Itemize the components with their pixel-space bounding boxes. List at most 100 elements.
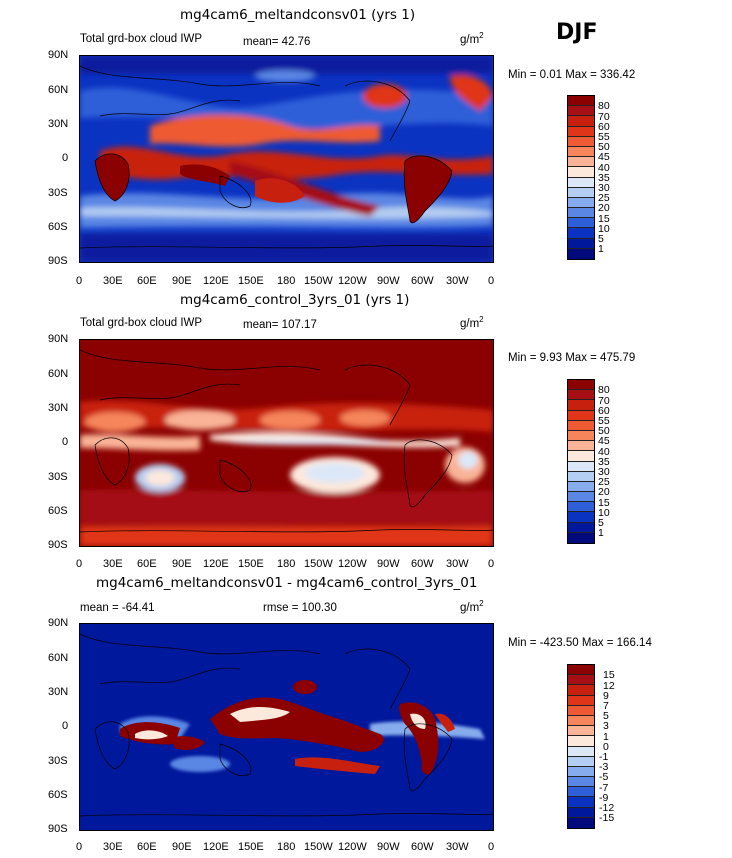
panel3-stats: Min = -423.50 Max = 166.14 — [508, 637, 652, 649]
panel1-title: mg4cam6_meltandconsv01 (yrs 1) — [180, 7, 416, 23]
cbar1-label: 30 — [598, 182, 610, 194]
lon-tick: 0 — [488, 841, 495, 853]
panel3-colorbar — [567, 664, 595, 829]
cbar1-label: 60 — [598, 121, 610, 133]
cbar3-label: -12 — [599, 802, 615, 814]
cbar2-label: 25 — [598, 476, 610, 488]
lon-tick: 180 — [277, 558, 296, 570]
cbar2-label: 80 — [598, 384, 610, 396]
cbar2-label: 30 — [598, 466, 610, 478]
panel1-map — [79, 55, 494, 263]
lat-tick: 90S — [48, 255, 68, 267]
cbar2-label: 50 — [598, 425, 610, 437]
lat-tick: 30N — [48, 686, 69, 698]
panel2-map — [79, 339, 494, 547]
cbar3-label: 15 — [603, 669, 615, 681]
lon-tick: 150E — [238, 841, 264, 853]
cbar2-label: 10 — [598, 507, 610, 519]
lon-tick: 120W — [338, 841, 367, 853]
panel1-variable-label: Total grd-box cloud IWP — [80, 33, 203, 45]
cbar2-label: 55 — [598, 415, 610, 427]
cbar2-label: 60 — [598, 405, 610, 417]
lat-tick: 30S — [48, 755, 68, 767]
lon-tick: 0 — [76, 558, 83, 570]
lat-tick: 60N — [48, 368, 69, 380]
panel2-map-field — [80, 340, 493, 546]
cbar3-label: -5 — [599, 771, 609, 783]
panel1-mean: mean= 42.76 — [243, 36, 311, 48]
cbar3-label: 7 — [603, 700, 609, 712]
lat-tick: 60S — [48, 789, 68, 801]
panel1-units: g/m2 — [460, 31, 484, 46]
cbar1-label: 70 — [598, 111, 610, 123]
cbar3-label: 5 — [603, 710, 609, 722]
cbar3-label: -9 — [599, 792, 609, 804]
lat-tick: 90N — [48, 617, 69, 629]
cbar3-label: 12 — [603, 680, 615, 692]
lon-tick: 60W — [411, 841, 434, 853]
lon-tick: 90E — [172, 841, 192, 853]
cbar2-label: 20 — [598, 486, 610, 498]
cbar1-label: 15 — [598, 213, 610, 225]
panel3-map-field — [80, 624, 493, 830]
season-label: DJF — [556, 20, 598, 45]
lon-tick: 30E — [103, 558, 123, 570]
cbar2-label: 70 — [598, 395, 610, 407]
lat-tick: 90N — [48, 333, 69, 345]
cbar3-label: 3 — [603, 720, 609, 732]
cbar2-label: 1 — [598, 527, 604, 539]
lat-tick: 30N — [48, 402, 69, 414]
lat-tick: 60S — [48, 505, 68, 517]
lat-tick: 30S — [48, 471, 68, 483]
panel2-variable-label: Total grd-box cloud IWP — [80, 317, 203, 329]
lat-tick: 60S — [48, 221, 68, 233]
lon-tick: 60W — [411, 275, 434, 287]
panel3-title: mg4cam6_meltandconsv01 - mg4cam6_control… — [96, 575, 478, 591]
cbar2-label: 15 — [598, 497, 610, 509]
lon-tick: 0 — [488, 275, 495, 287]
lon-tick: 120W — [338, 558, 367, 570]
cbar3-label: 0 — [603, 741, 609, 753]
cbar1-label: 20 — [598, 202, 610, 214]
lon-tick: 120E — [203, 275, 229, 287]
lon-tick: 60W — [411, 558, 434, 570]
lat-tick: 30N — [48, 118, 69, 130]
cbar1-label: 55 — [598, 131, 610, 143]
lon-tick: 0 — [488, 558, 495, 570]
cbar3-label: -7 — [599, 782, 609, 794]
panel2-units: g/m2 — [460, 315, 484, 330]
cbar3-label: 1 — [603, 731, 609, 743]
cbar3-label: -3 — [599, 761, 609, 773]
cbar1-label: 1 — [598, 243, 604, 255]
lon-tick: 60E — [137, 558, 157, 570]
lon-tick: 180 — [277, 841, 296, 853]
lon-tick: 90E — [172, 275, 192, 287]
lon-tick: 60E — [137, 275, 157, 287]
panel3-rmse: rmse = 100.30 — [263, 602, 337, 614]
panel2-colorbar — [567, 379, 595, 544]
panel2-stats: Min = 9.93 Max = 475.79 — [508, 352, 636, 364]
lon-tick: 30E — [103, 841, 123, 853]
panel1-stats: Min = 0.01 Max = 336.42 — [508, 69, 636, 81]
cbar1-label: 50 — [598, 141, 610, 153]
panel3-mean: mean = -64.41 — [80, 602, 155, 614]
cbar3-label: -1 — [599, 751, 609, 763]
panel1-colorbar — [567, 95, 595, 260]
lon-tick: 120W — [338, 275, 367, 287]
panel1-map-field — [80, 56, 493, 262]
lon-tick: 120E — [203, 558, 229, 570]
lon-tick: 30W — [446, 841, 469, 853]
lat-tick: 90S — [48, 539, 68, 551]
lon-tick: 90W — [377, 841, 400, 853]
lon-tick: 90E — [172, 558, 192, 570]
cbar1-label: 10 — [598, 223, 610, 235]
lat-tick: 60N — [48, 652, 69, 664]
panel2-title: mg4cam6_control_3yrs_01 (yrs 1) — [180, 292, 410, 308]
cbar1-label: 35 — [598, 172, 610, 184]
cbar2-label: 40 — [598, 446, 610, 458]
cbar1-label: 25 — [598, 192, 610, 204]
lon-tick: 90W — [377, 275, 400, 287]
lat-tick: 0 — [62, 152, 69, 164]
cbar3-label: 9 — [603, 690, 609, 702]
lon-tick: 60E — [137, 841, 157, 853]
